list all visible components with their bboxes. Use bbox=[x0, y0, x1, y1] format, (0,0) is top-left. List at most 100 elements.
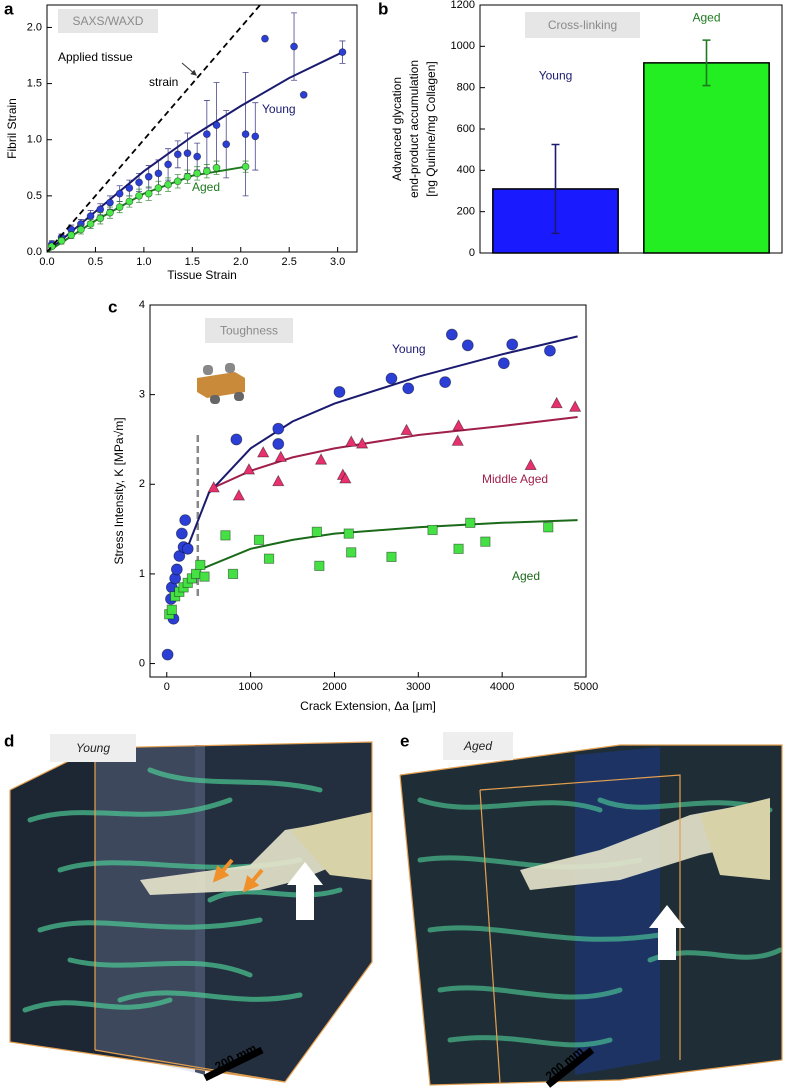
icon-roller bbox=[210, 395, 220, 404]
point bbox=[220, 530, 231, 541]
fit-line bbox=[199, 519, 578, 571]
y-tick-label: 800 bbox=[457, 82, 475, 94]
image-young bbox=[9, 741, 373, 1083]
point bbox=[242, 463, 256, 475]
point bbox=[212, 163, 221, 172]
panel-title: Aged bbox=[463, 739, 492, 753]
point bbox=[345, 435, 358, 447]
y-tick-label: 2 bbox=[139, 478, 145, 490]
x-tick-label: 0 bbox=[164, 681, 170, 693]
x-tick-label: 3000 bbox=[406, 681, 430, 693]
annotation: Applied tissue bbox=[58, 50, 133, 64]
point bbox=[253, 534, 265, 545]
y-tick-label: 0 bbox=[469, 247, 475, 259]
point bbox=[125, 184, 134, 192]
bar-label: Young bbox=[539, 69, 573, 83]
icon-block bbox=[197, 372, 245, 398]
point bbox=[135, 191, 143, 200]
y-tick-label: 0.5 bbox=[27, 190, 42, 202]
bar bbox=[643, 62, 770, 254]
point bbox=[232, 489, 246, 501]
point bbox=[257, 446, 270, 458]
bar-label: Aged bbox=[692, 10, 720, 24]
point bbox=[272, 422, 285, 435]
icon-roller bbox=[234, 392, 244, 401]
y-tick-label: 2.0 bbox=[27, 21, 42, 33]
point bbox=[272, 438, 285, 450]
panel-label: b bbox=[378, 0, 388, 18]
point bbox=[544, 344, 556, 357]
y-tick-label: 1.5 bbox=[27, 77, 42, 89]
y-axis-label: Advanced glycation bbox=[390, 77, 404, 181]
point bbox=[230, 433, 243, 446]
y-axis-label: end-product accumulation bbox=[407, 60, 421, 198]
error-bar bbox=[702, 39, 711, 87]
y-tick-label: 200 bbox=[457, 206, 475, 218]
point bbox=[106, 208, 114, 217]
point bbox=[57, 236, 66, 245]
point bbox=[311, 526, 322, 537]
series-label: Young bbox=[262, 102, 296, 116]
diagonal-line bbox=[47, 5, 261, 252]
annotation-arrow bbox=[181, 62, 197, 76]
x-tick-label: 0.0 bbox=[39, 256, 54, 268]
point bbox=[154, 184, 163, 192]
point bbox=[400, 423, 413, 436]
point bbox=[144, 189, 153, 198]
panel-title-box bbox=[443, 732, 513, 760]
plot-frame bbox=[149, 304, 587, 678]
point bbox=[339, 472, 352, 484]
panel-label: d bbox=[4, 731, 14, 750]
point bbox=[461, 339, 474, 352]
series-label: Aged bbox=[512, 569, 540, 583]
panel-label: c bbox=[108, 297, 117, 316]
x-tick-label: 2000 bbox=[322, 681, 346, 693]
point bbox=[524, 458, 537, 470]
y-tick-label: 1200 bbox=[451, 0, 475, 11]
point bbox=[164, 180, 172, 189]
point bbox=[154, 169, 163, 178]
x-tick-label: 1000 bbox=[238, 681, 262, 693]
point bbox=[166, 604, 177, 615]
y-tick-label: 0.0 bbox=[27, 246, 42, 258]
x-axis-label: Tissue Strain bbox=[167, 268, 237, 282]
series-label: Middle Aged bbox=[482, 472, 548, 486]
point bbox=[568, 400, 582, 412]
icon-roller bbox=[225, 363, 235, 373]
point bbox=[179, 514, 192, 527]
series-label: Young bbox=[392, 342, 426, 356]
panel-label: e bbox=[400, 731, 409, 750]
point bbox=[115, 189, 124, 198]
error-bar bbox=[551, 143, 560, 235]
point bbox=[199, 571, 210, 582]
point bbox=[261, 34, 269, 43]
series-label: Aged bbox=[192, 180, 220, 194]
point bbox=[386, 551, 397, 562]
y-tick-label: 1 bbox=[139, 568, 145, 580]
point bbox=[465, 517, 476, 528]
point bbox=[222, 140, 231, 149]
annotation-box-text: Cross-linking bbox=[548, 18, 617, 32]
annotation-box bbox=[58, 9, 158, 33]
point bbox=[543, 522, 554, 533]
point bbox=[427, 524, 438, 536]
point bbox=[497, 357, 510, 370]
point bbox=[506, 338, 519, 351]
point bbox=[77, 225, 85, 234]
point bbox=[453, 543, 464, 554]
point bbox=[202, 167, 211, 176]
point bbox=[191, 568, 202, 579]
point bbox=[125, 197, 134, 206]
annotation-box-text: Toughness bbox=[220, 324, 278, 338]
point bbox=[314, 453, 328, 465]
point bbox=[227, 568, 239, 579]
point bbox=[193, 169, 202, 178]
point bbox=[299, 90, 308, 99]
panel-title: Young bbox=[76, 741, 110, 755]
point bbox=[183, 149, 192, 158]
y-tick-label: 4 bbox=[139, 299, 145, 311]
point bbox=[173, 177, 182, 186]
point bbox=[212, 121, 221, 130]
point bbox=[195, 559, 206, 571]
point bbox=[86, 220, 95, 228]
